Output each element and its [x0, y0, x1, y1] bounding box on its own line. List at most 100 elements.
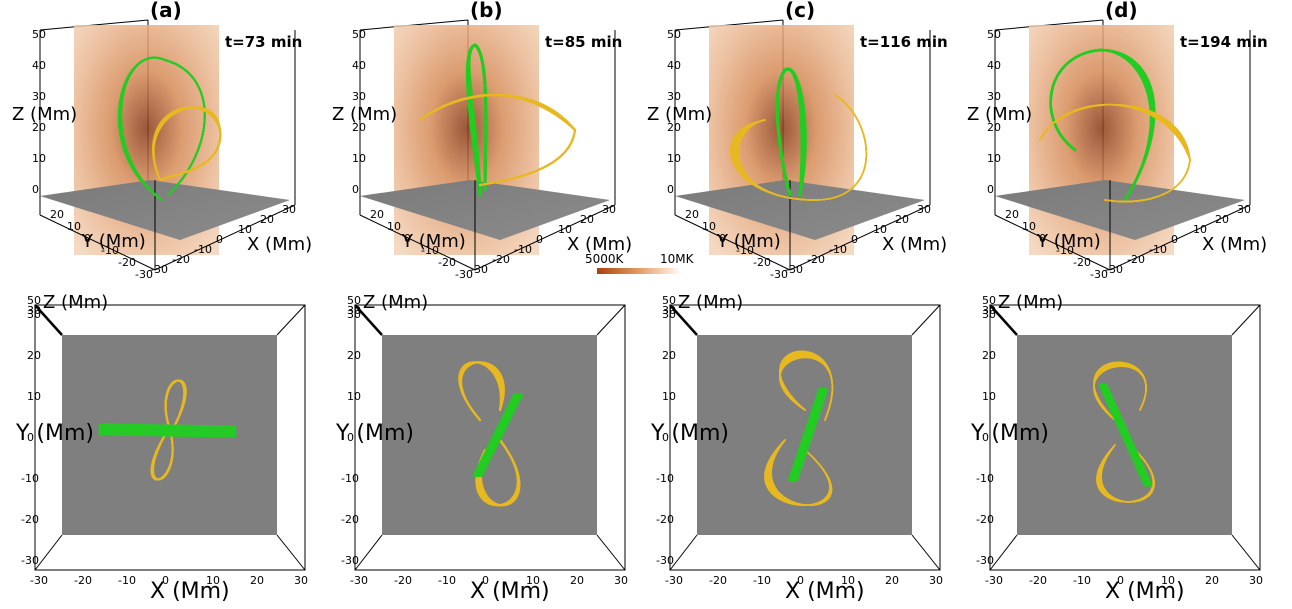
y-axis-title: Y (Mm): [335, 421, 414, 446]
x-tick-label: 20: [895, 213, 909, 226]
y-tick-label: 10: [387, 220, 401, 233]
z-tick-label: 30: [32, 90, 46, 103]
z-tick-label: 50: [667, 28, 681, 41]
box-edge: [474, 204, 616, 271]
x-axis-title: X (Mm): [1202, 234, 1267, 255]
x-axis-title: X (Mm): [150, 579, 230, 604]
arcade-line: [1100, 444, 1155, 503]
x-tick-label: -10: [194, 243, 212, 256]
y-tick-label: -30: [976, 554, 994, 567]
z-axis-title: Z (Mm): [967, 104, 1032, 125]
box-edge: [154, 204, 296, 271]
y-axis-title: Y (Mm): [1036, 231, 1101, 252]
x-tick-label: -20: [1127, 253, 1145, 266]
box-edge: [276, 534, 306, 571]
y-tick-label: 30: [27, 308, 41, 321]
box-edge: [911, 534, 941, 571]
x-tick-label: 10: [206, 574, 220, 587]
x-tick-label: -10: [1149, 243, 1167, 256]
box-edge: [34, 304, 63, 336]
x-tick-label: -20: [807, 253, 825, 266]
x-axis-title: X (Mm): [1105, 579, 1185, 604]
x-tick-label: -30: [785, 263, 803, 276]
arcade-line: [419, 94, 577, 186]
x-tick-label: -20: [172, 253, 190, 266]
y-tick-label: 20: [662, 349, 676, 362]
box-edge: [596, 534, 626, 571]
x-tick-label: 0: [482, 574, 489, 587]
z-tick-label: 20: [667, 121, 681, 134]
y-tick-label: -30: [455, 268, 473, 281]
x-tick-label: -20: [1029, 574, 1047, 587]
x-tick-label: -10: [753, 574, 771, 587]
y-tick-label: -20: [21, 513, 39, 526]
x-tick-label: 0: [1117, 574, 1124, 587]
photosphere-plane: [360, 180, 610, 240]
y-tick-label: -30: [656, 554, 674, 567]
y-tick-label: 20: [1005, 208, 1019, 221]
y-tick-label: 10: [662, 390, 676, 403]
y-axis-title: Y (Mm): [970, 421, 1049, 446]
y-tick-label: 0: [404, 232, 411, 245]
y-tick-label: -20: [753, 256, 771, 269]
colorbar-max-label: 10MK: [660, 252, 695, 266]
y-axis-title: Y (Mm): [650, 421, 729, 446]
y-tick-label: 10: [347, 390, 361, 403]
photosphere-plane: [995, 180, 1245, 240]
x-tick-label: 0: [536, 233, 543, 246]
z-tick-label: 30: [662, 304, 676, 317]
x-tick-label: 10: [238, 223, 252, 236]
x-axis-title: X (Mm): [470, 579, 550, 604]
y-tick-label: 20: [50, 208, 64, 221]
box-edge: [1109, 204, 1251, 271]
z-tick-label: 50: [982, 294, 996, 307]
time-stamp: t=85 min: [545, 33, 622, 51]
x-tick-label: 20: [260, 213, 274, 226]
x-tick-label: 30: [282, 203, 296, 216]
z-tick-label: 50: [347, 294, 361, 307]
z-tick-label: 20: [352, 121, 366, 134]
y-tick-label: -10: [656, 472, 674, 485]
y-tick-label: -10: [21, 472, 39, 485]
y-tick-label: 20: [685, 208, 699, 221]
y-tick-label: -20: [118, 256, 136, 269]
z-tick-label: 50: [352, 28, 366, 41]
photosphere-plane: [675, 180, 925, 240]
x-tick-label: 0: [1171, 233, 1178, 246]
flux-rope-line: [98, 432, 237, 438]
box-edge: [669, 304, 698, 336]
arcade-line: [737, 94, 868, 201]
x-tick-label: 10: [841, 574, 855, 587]
x-tick-label: 30: [614, 574, 628, 587]
y-tick-label: -10: [421, 244, 439, 257]
z-axis-title: Z (Mm): [363, 292, 428, 313]
flux-rope-line: [98, 429, 237, 435]
box-edge: [354, 304, 383, 336]
x-tick-label: 30: [1249, 574, 1263, 587]
y-tick-label: -30: [341, 554, 359, 567]
y-tick-label: -20: [438, 256, 456, 269]
z-axis-title: Z (Mm): [998, 292, 1063, 313]
z-tick-label: 10: [32, 152, 46, 165]
box-edge: [911, 304, 941, 336]
box-edge: [989, 534, 1018, 571]
x-tick-label: -30: [470, 263, 488, 276]
y-tick-label: 20: [27, 349, 41, 362]
x-tick-label: 10: [1161, 574, 1175, 587]
arcade-line: [779, 356, 833, 421]
time-stamp: t=116 min: [860, 33, 948, 51]
x-tick-label: 20: [885, 574, 899, 587]
z-tick-label: 40: [987, 59, 1001, 72]
y-tick-label: 0: [719, 232, 726, 245]
panel-label: (d): [1105, 0, 1138, 22]
x-tick-label: 0: [797, 574, 804, 587]
